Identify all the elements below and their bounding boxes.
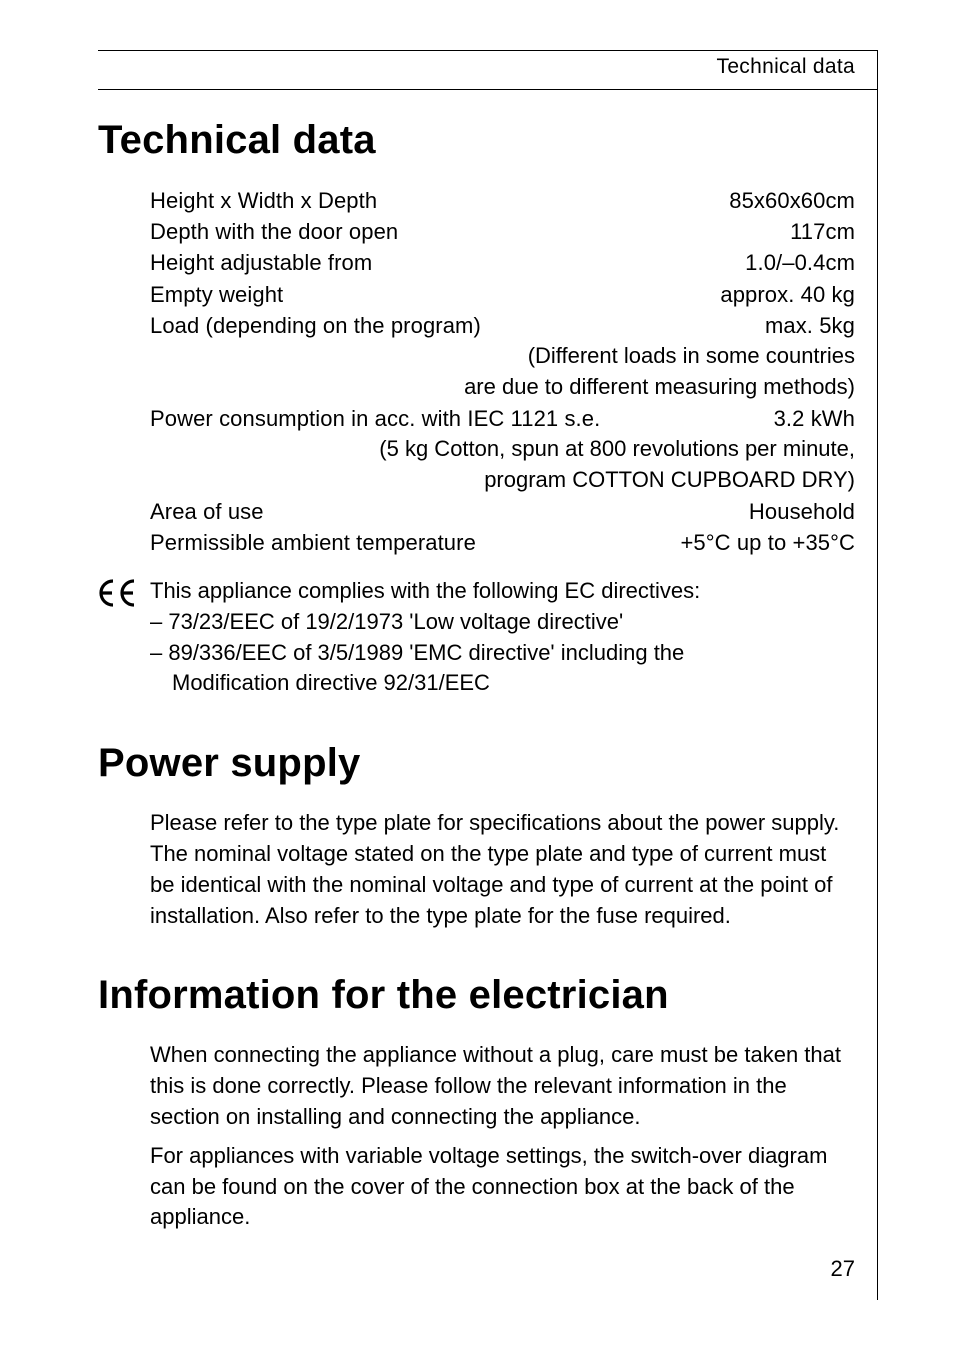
ce-text: This appliance complies with the followi… [142, 576, 700, 699]
spec-note: (Different loads in some countries [150, 341, 855, 372]
spec-label: Depth with the door open [150, 216, 398, 247]
ce-mark-icon [98, 576, 142, 613]
spec-row: Height x Width x Depth 85x60x60cm [150, 185, 855, 216]
spec-row: Permissible ambient temperature +5°C up … [150, 527, 855, 558]
spec-label: Height adjustable from [150, 247, 372, 278]
spec-row: Area of use Household [150, 496, 855, 527]
spec-value: 85x60x60cm [729, 185, 855, 216]
spec-value: 3.2 kWh [774, 403, 855, 434]
ce-compliance-block: This appliance complies with the followi… [98, 576, 855, 699]
section-title-technical-data: Technical data [98, 118, 855, 163]
spec-value: 1.0/–0.4cm [745, 247, 855, 278]
running-header: Technical data [98, 51, 877, 90]
spec-value: 117cm [790, 216, 855, 247]
specs-block: Height x Width x Depth 85x60x60cm Depth … [98, 185, 855, 558]
page-frame: Technical data Technical data Height x W… [98, 50, 878, 1300]
spec-value: +5°C up to +35°C [680, 527, 855, 558]
electrician-paragraph-2: For appliances with variable voltage set… [98, 1141, 855, 1233]
ce-intro: This appliance complies with the followi… [150, 576, 700, 607]
spec-label: Height x Width x Depth [150, 185, 377, 216]
spec-row: Height adjustable from 1.0/–0.4cm [150, 247, 855, 278]
spec-row: Power consumption in acc. with IEC 1121 … [150, 403, 855, 434]
spec-row: Depth with the door open 117cm [150, 216, 855, 247]
spec-label: Power consumption in acc. with IEC 1121 … [150, 403, 600, 434]
ce-bullet: – 89/336/EEC of 3/5/1989 'EMC directive'… [150, 638, 700, 669]
section-title-electrician: Information for the electrician [98, 973, 855, 1018]
spec-value: max. 5kg [765, 310, 855, 341]
spec-label: Area of use [150, 496, 264, 527]
ce-bullet: – 73/23/EEC of 19/2/1973 'Low voltage di… [150, 607, 700, 638]
ce-icon [98, 578, 138, 608]
spec-label: Load (depending on the program) [150, 310, 481, 341]
power-supply-paragraph: Please refer to the type plate for speci… [98, 808, 855, 931]
spec-value: approx. 40 kg [720, 279, 855, 310]
page-number: 27 [831, 1256, 855, 1282]
spec-note: are due to different measuring methods) [150, 372, 855, 403]
page-content: Technical data Height x Width x Depth 85… [98, 90, 877, 1233]
spec-row: Load (depending on the program) max. 5kg [150, 310, 855, 341]
ce-bullet-cont: Modification directive 92/31/EEC [150, 668, 700, 699]
spec-note: program COTTON CUPBOARD DRY) [150, 465, 855, 496]
spec-label: Permissible ambient temperature [150, 527, 476, 558]
spec-value: Household [749, 496, 855, 527]
spec-row: Empty weight approx. 40 kg [150, 279, 855, 310]
spec-label: Empty weight [150, 279, 283, 310]
section-title-power-supply: Power supply [98, 741, 855, 786]
spec-note: (5 kg Cotton, spun at 800 revolutions pe… [150, 434, 855, 465]
electrician-paragraph-1: When connecting the appliance without a … [98, 1040, 855, 1132]
